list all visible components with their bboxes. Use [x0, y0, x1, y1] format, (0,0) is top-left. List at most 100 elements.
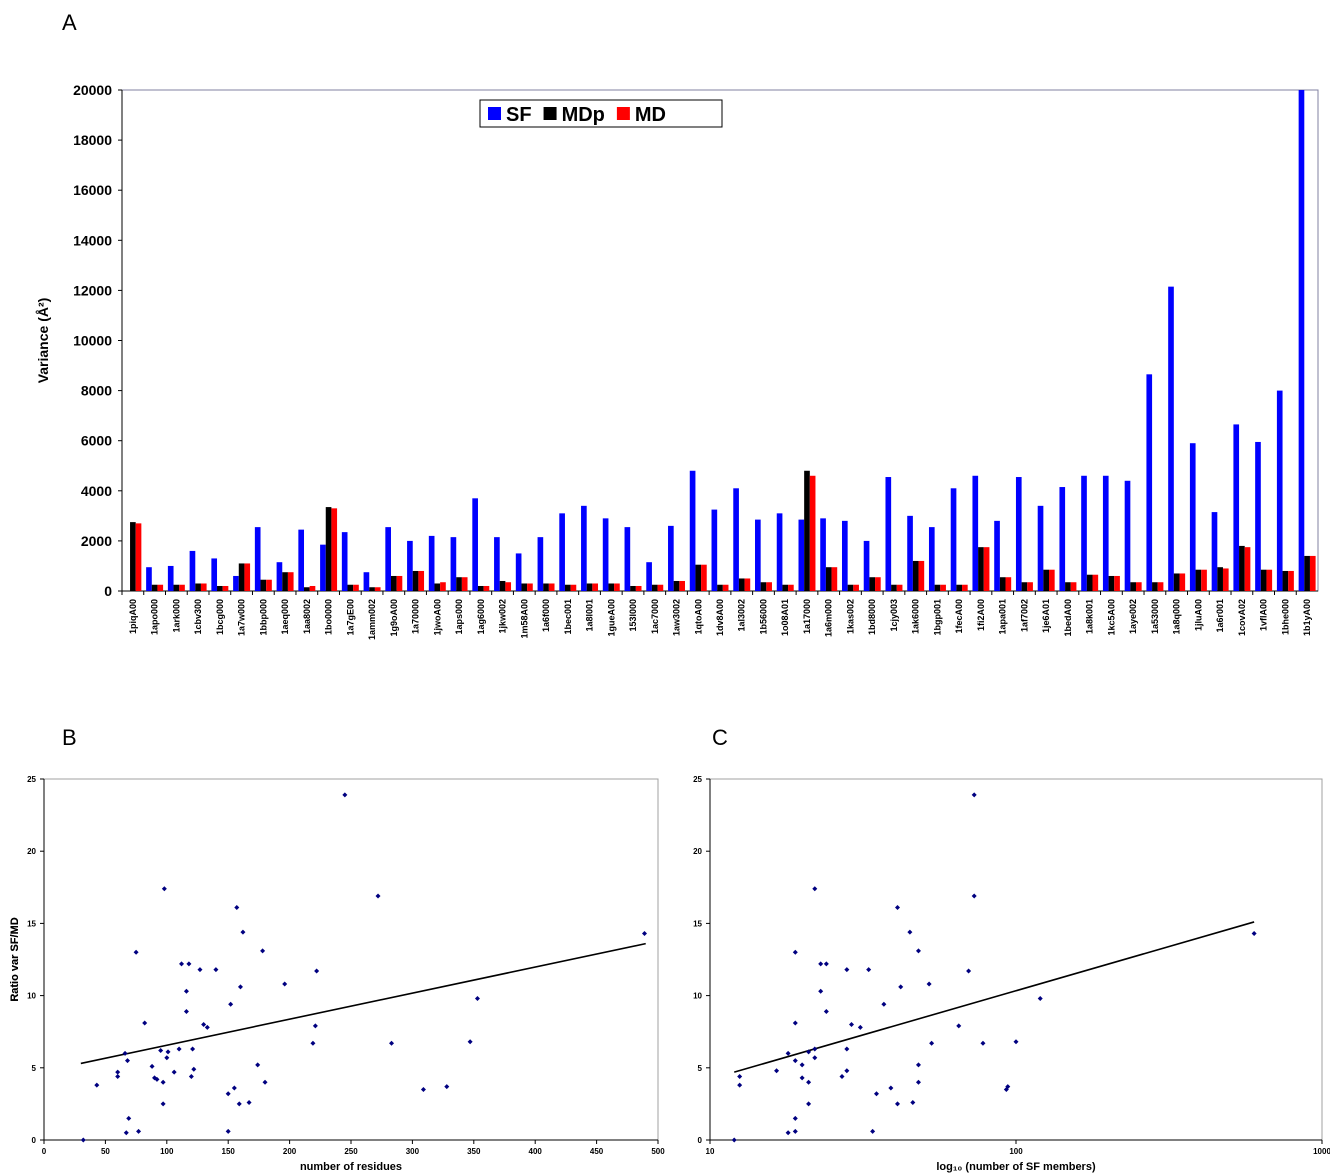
bar — [820, 518, 826, 591]
y-axis-label: Ratio var SF/MD — [9, 917, 21, 1001]
point — [171, 1069, 177, 1075]
bar — [238, 563, 245, 591]
bar — [407, 540, 413, 591]
bar — [999, 577, 1006, 591]
bar — [755, 519, 761, 591]
bar — [151, 584, 158, 591]
bar — [276, 562, 283, 591]
bar — [1005, 577, 1012, 591]
x-tick-label: 1vflA00 — [1259, 599, 1269, 631]
x-tick-label: 1b56000 — [758, 599, 768, 635]
point — [213, 967, 219, 973]
x-tick-label: 1dv8A00 — [715, 599, 725, 636]
point — [915, 1062, 921, 1068]
bar — [1282, 570, 1289, 591]
y-tick-label: 2000 — [81, 533, 112, 549]
panel-letter: B — [62, 725, 77, 750]
bar — [1059, 487, 1066, 591]
legend-label: MD — [635, 104, 666, 126]
bar — [912, 560, 919, 591]
bar — [1222, 568, 1229, 591]
x-tick-label: 1ac7000 — [650, 599, 660, 634]
point — [792, 1128, 798, 1134]
bar — [564, 584, 571, 591]
bar — [1168, 286, 1174, 591]
point — [888, 1085, 894, 1091]
point — [806, 1079, 812, 1085]
bar — [722, 584, 729, 591]
x-tick-label: 350 — [467, 1147, 481, 1156]
bar — [1146, 374, 1153, 591]
bar — [130, 522, 136, 591]
point — [792, 1058, 798, 1064]
x-tick-label: 1a70000 — [411, 599, 421, 634]
bar — [341, 532, 348, 591]
x-tick-label: 1je6A01 — [1041, 599, 1051, 633]
point — [926, 981, 932, 987]
point — [142, 1020, 148, 1026]
point — [731, 1137, 737, 1143]
bar — [907, 515, 913, 591]
x-tick-label: 1piqA00 — [128, 599, 138, 634]
bar — [869, 577, 876, 591]
bar — [1037, 505, 1044, 591]
bar — [586, 583, 593, 591]
x-tick-label: 1aa8002 — [302, 599, 312, 634]
bar — [1130, 582, 1136, 591]
y-tick-label: 10 — [693, 992, 702, 1001]
bar — [1288, 570, 1294, 591]
bar — [1195, 569, 1202, 591]
x-tick-label: 1a7gE00 — [345, 599, 355, 636]
trendline — [734, 921, 1255, 1073]
y-tick-label: 8000 — [81, 383, 112, 399]
bar — [646, 562, 652, 591]
y-tick-label: 20 — [27, 847, 36, 856]
bar — [385, 527, 391, 591]
x-tick-label: 1amm002 — [367, 599, 377, 640]
bar — [331, 508, 338, 591]
point — [444, 1084, 450, 1090]
y-tick-label: 0 — [104, 583, 112, 599]
bar — [483, 585, 490, 591]
point — [839, 1073, 845, 1079]
point — [812, 886, 818, 892]
point — [197, 967, 203, 973]
bar — [1211, 512, 1218, 591]
bar — [673, 580, 680, 591]
bar — [831, 567, 838, 591]
bar — [983, 547, 990, 591]
x-tick-label: 400 — [529, 1147, 543, 1156]
x-tick-label: 1000 — [1313, 1147, 1330, 1156]
point — [910, 1099, 916, 1105]
bar — [679, 580, 685, 591]
bar — [896, 584, 903, 591]
bar — [847, 584, 854, 591]
x-tick-label: 0 — [42, 1147, 47, 1156]
bar — [217, 585, 223, 591]
point — [799, 1062, 805, 1068]
x-tick-label: 1o08A01 — [780, 599, 790, 636]
bar — [1173, 573, 1180, 591]
bar — [499, 580, 506, 591]
bar — [602, 518, 609, 591]
x-tick-label: 1jkw002 — [498, 599, 508, 634]
point — [792, 949, 798, 955]
point — [201, 1021, 207, 1027]
x-tick-label: 1bgp001 — [932, 599, 942, 636]
y-tick-label: 20000 — [73, 82, 112, 98]
x-tick-label: 1apo000 — [150, 599, 160, 635]
y-tick-label: 0 — [32, 1136, 37, 1145]
point — [179, 961, 185, 967]
y-tick-label: 20 — [693, 847, 702, 856]
bar — [521, 583, 528, 591]
x-tick-label: 1bec001 — [563, 599, 573, 635]
bar — [325, 507, 332, 591]
point — [971, 893, 977, 899]
panel-letter: C — [712, 725, 728, 750]
bar — [1070, 582, 1077, 591]
point — [236, 1101, 242, 1107]
bar — [804, 470, 810, 591]
point — [785, 1050, 791, 1056]
bar — [260, 579, 267, 591]
